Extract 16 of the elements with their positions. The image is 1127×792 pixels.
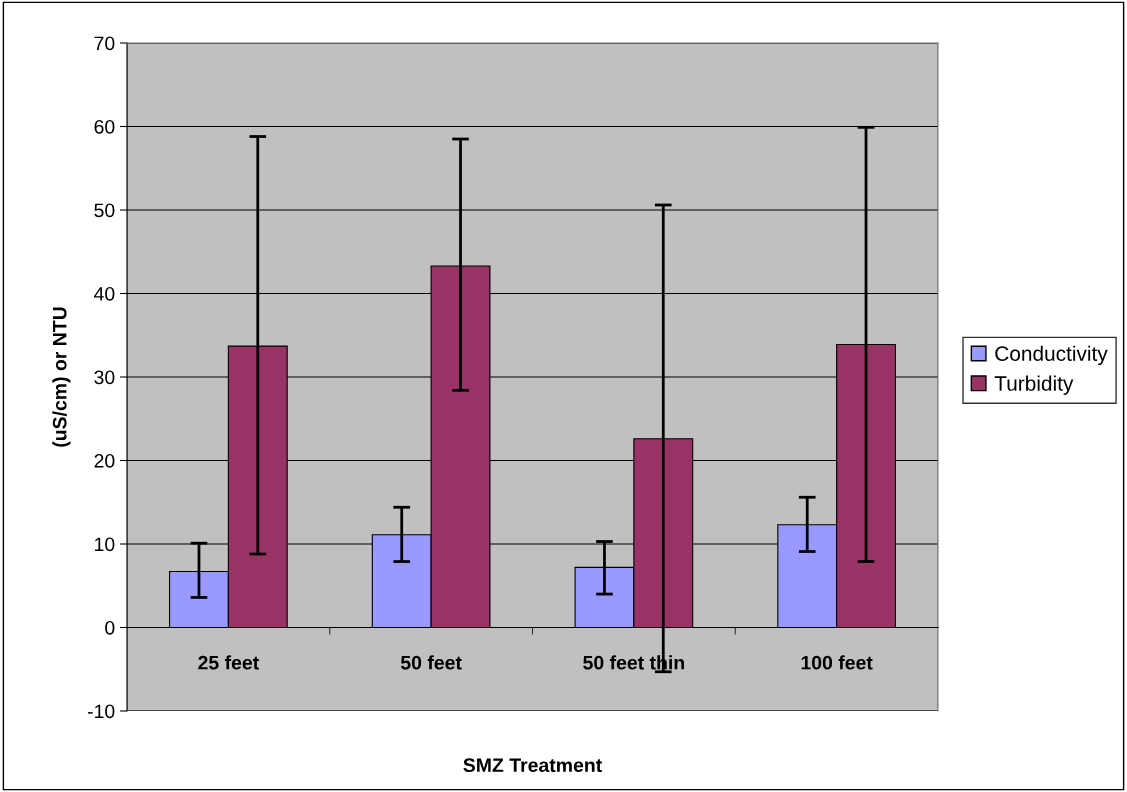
y-tick-label: 0 [105, 620, 115, 635]
y-tick-label: 50 [94, 203, 115, 218]
x-tick-label: 25 feet [198, 655, 259, 670]
y-tick-label: 30 [94, 370, 115, 385]
y-axis-title: (uS/cm) or NTU [52, 307, 71, 447]
y-tick-label: 20 [94, 453, 115, 468]
x-tick-label: 100 feet [801, 655, 873, 670]
x-tick-label: 50 feet [400, 655, 462, 670]
y-tick-label: 70 [94, 36, 115, 51]
legend-label: Conductivity [995, 345, 1108, 366]
y-tick-label: -10 [87, 704, 115, 719]
y-tick-label: 60 [94, 119, 115, 134]
y-tick-label: 40 [94, 286, 115, 301]
legend-label: Turbidity [994, 375, 1074, 395]
x-axis-title: SMZ Treatment [463, 758, 602, 773]
y-tick-label: 10 [95, 537, 115, 552]
